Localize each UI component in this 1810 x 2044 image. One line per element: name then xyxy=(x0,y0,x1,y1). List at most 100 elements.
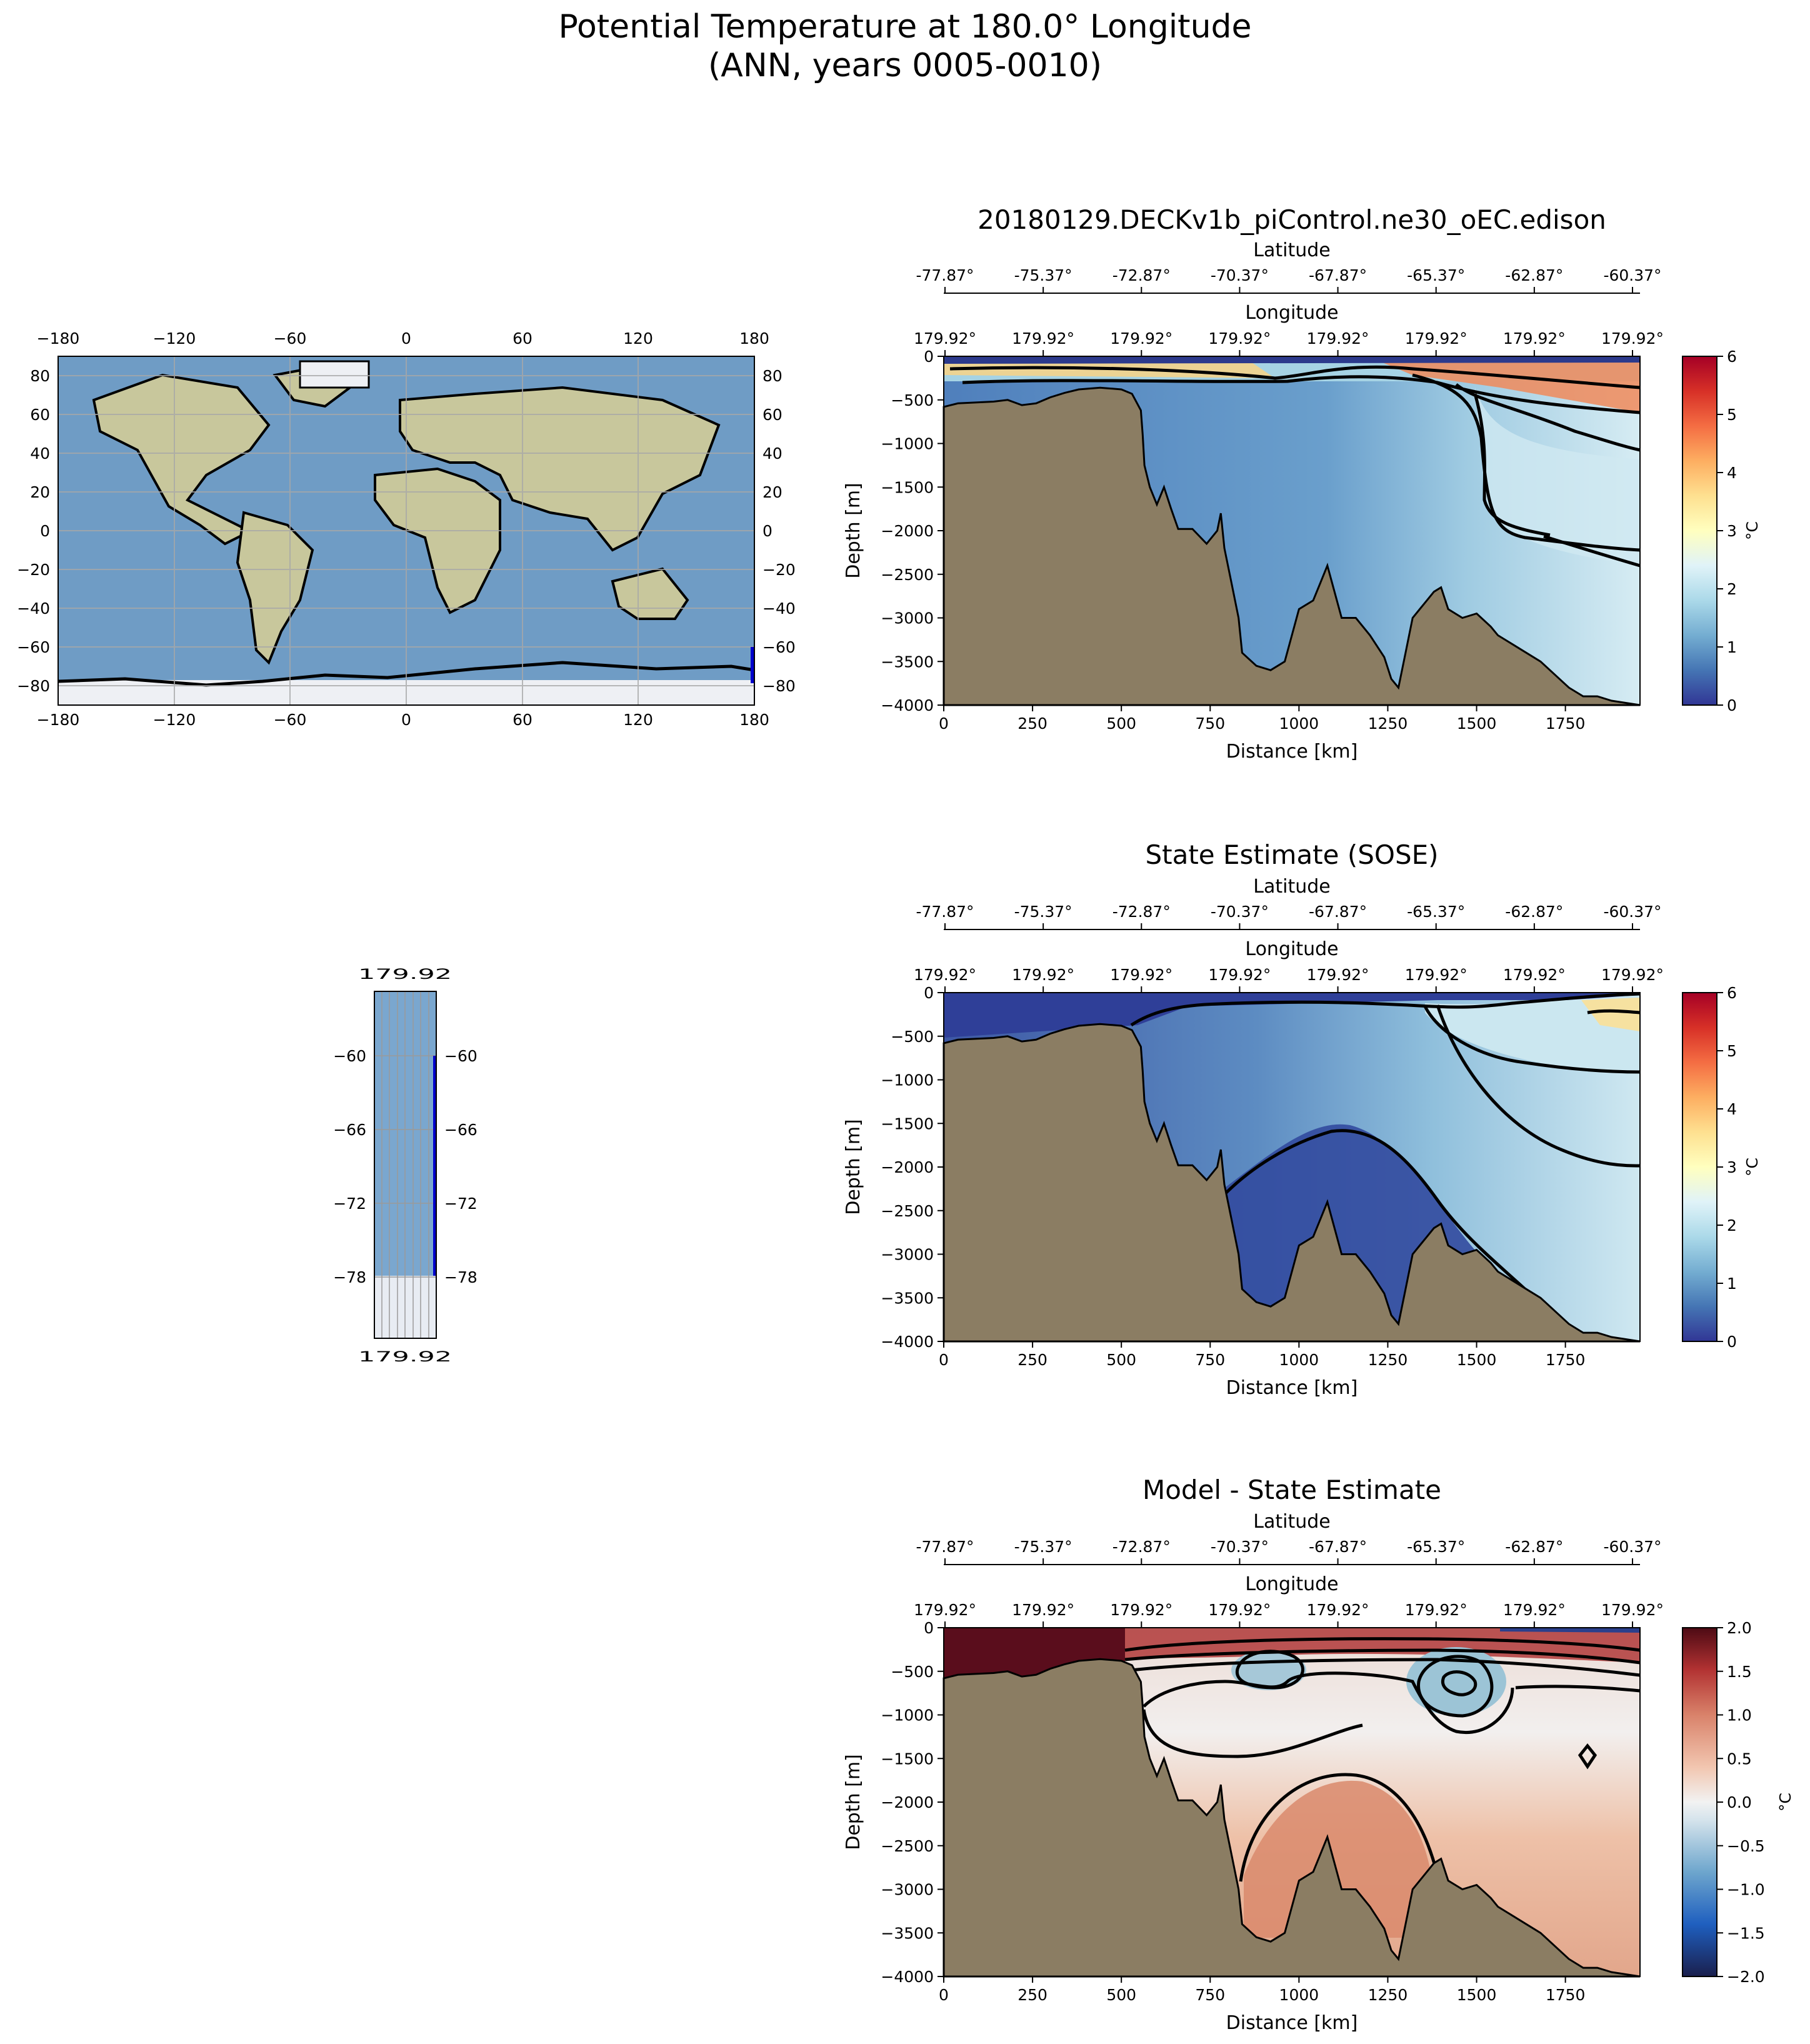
map-lat-ticks-left: 80 60 40 20 0 −20 −40 −60 −80 xyxy=(17,367,50,695)
bathymetry-polygon xyxy=(942,386,1641,706)
longitude-tick-label: 179.92° xyxy=(1405,966,1468,984)
longitude-tick-label: 179.92° xyxy=(1307,329,1369,348)
colorbar-tick-label: 2 xyxy=(1727,580,1737,598)
colorbar-tick-label: −1.5 xyxy=(1727,1924,1765,1942)
colorbar-label: °C xyxy=(1743,1158,1761,1176)
x-tick-label: 1250 xyxy=(1368,1351,1408,1369)
longitude-tick-label: 179.92° xyxy=(1012,966,1074,984)
contour-line xyxy=(1130,992,1641,1027)
y-tick-label: −2500 xyxy=(881,1202,934,1220)
latitude-tick-label: -60.37° xyxy=(1603,903,1661,921)
map-lat-tick: 80 xyxy=(30,367,50,385)
y-ticks: 0 −500 −1000 −1500 −2000 −2500 −3000 −3500 −4000 xyxy=(881,1619,944,1986)
map-lat-tick: 40 xyxy=(30,444,50,463)
contour-line xyxy=(1436,1004,1641,1168)
map-lat-ticks-right: 80 60 40 20 0 −20 −40 −60 −80 xyxy=(762,367,796,695)
latitude-tick-label: -70.37° xyxy=(1211,1538,1269,1556)
latitude-tick-label: -67.87° xyxy=(1309,1538,1367,1556)
y-tick-label: −3000 xyxy=(881,1881,934,1899)
latitude-ticks: -77.87° -75.37° -72.87° -70.37° -67.87° -65.3… xyxy=(916,266,1662,293)
colorbar xyxy=(1682,356,1718,706)
x-tick-label: 0 xyxy=(939,714,949,733)
colorbar-tick-label: 0 xyxy=(1727,696,1737,714)
map-lon-tick: −60 xyxy=(274,711,307,729)
colorbar-tick-label: 1.0 xyxy=(1727,1706,1752,1725)
y-tick-label: −500 xyxy=(891,391,934,409)
latitude-axis-label: Latitude xyxy=(1253,876,1330,898)
colorbar-tick-label: 0.5 xyxy=(1727,1750,1752,1768)
inset-lat-tick: −60 xyxy=(333,1047,366,1065)
contour-line xyxy=(1124,1637,1641,1652)
longitude-tick-label: 179.92° xyxy=(1601,329,1664,348)
colorbar-ticks: 0 1 2 3 4 5 6 xyxy=(1717,984,1737,1351)
x-tick-label: 1500 xyxy=(1457,714,1497,733)
y-ticks: 0 −500 −1000 −1500 −2000 −2500 −3000 −3500 −4000 xyxy=(881,348,944,714)
y-tick-label: −1500 xyxy=(881,1115,934,1133)
y-tick-label: −2000 xyxy=(881,522,934,540)
longitude-tick-label: 179.92° xyxy=(1503,1601,1566,1619)
y-tick-label: −2000 xyxy=(881,1158,934,1176)
contour-line xyxy=(1587,1009,1641,1014)
map-lat-tick: −60 xyxy=(762,638,796,656)
x-axis-label: Distance [km] xyxy=(1226,741,1358,763)
latitude-tick-label: -75.37° xyxy=(1014,266,1072,284)
colorbar-tick-label: 5 xyxy=(1727,406,1737,424)
colorbar-tick-label: 1.5 xyxy=(1727,1663,1752,1681)
y-tick-label: −500 xyxy=(891,1028,934,1046)
map-arctic-ice xyxy=(299,360,370,389)
y-tick-label: −3000 xyxy=(881,609,934,628)
x-tick-label: 0 xyxy=(939,1986,949,2004)
map-lat-tick: −60 xyxy=(17,638,50,656)
map-lon-tick: −120 xyxy=(153,329,196,348)
longitude-tick-label: 179.92° xyxy=(1208,329,1271,348)
colorbar-tick-label: 3 xyxy=(1727,1158,1737,1176)
colorbar-ticks: 0 1 2 3 4 5 6 xyxy=(1717,348,1737,714)
warm-interior-east xyxy=(1475,388,1640,566)
y-tick-label: −1500 xyxy=(881,1750,934,1768)
x-tick-label: 1750 xyxy=(1546,1986,1586,2004)
longitude-tick-label: 179.92° xyxy=(1012,329,1074,348)
panel-title: 20180129.DECKv1b_piControl.ne30_oEC.edis… xyxy=(978,204,1606,235)
map-lon-tick: 60 xyxy=(512,329,532,348)
contour-line xyxy=(1455,383,1641,452)
inset-lon-tick-top: 179.92 xyxy=(358,967,452,983)
map-lon-tick: 0 xyxy=(401,711,411,729)
y-tick-label: −500 xyxy=(891,1663,934,1681)
longitude-tick-label: 179.92° xyxy=(1110,1601,1172,1619)
latitude-tick-label: -70.37° xyxy=(1211,266,1269,284)
latitude-ticks: -77.87° -75.37° -72.87° -70.37° -67.87° -65.3… xyxy=(916,1538,1662,1565)
y-tick-label: −3000 xyxy=(881,1246,934,1264)
y-tick-label: −4000 xyxy=(881,696,934,714)
warm-surface-band-east xyxy=(1375,359,1640,413)
longitude-axis-label: Longitude xyxy=(1245,1573,1338,1595)
map-lon-tick: 60 xyxy=(512,711,532,729)
latitude-tick-label: -77.87° xyxy=(916,266,974,284)
map-lon-ticks-top: −180 −120 −60 0 60 120 180 xyxy=(37,329,769,348)
inset-lat-tick: −60 xyxy=(444,1047,478,1065)
latitude-tick-label: -72.87° xyxy=(1112,266,1171,284)
map-lat-tick: 20 xyxy=(762,483,782,501)
inset-lat-tick: −78 xyxy=(333,1268,366,1286)
latitude-tick-label: -77.87° xyxy=(916,903,974,921)
figure-title-line2: (ANN, years 0005-0010) xyxy=(708,47,1102,84)
map-lon-tick: −180 xyxy=(37,711,80,729)
map-lon-tick: 180 xyxy=(739,329,769,348)
map-lat-tick: 0 xyxy=(762,522,772,540)
y-tick-label: 0 xyxy=(924,984,934,1002)
panel-title: State Estimate (SOSE) xyxy=(1145,839,1438,870)
latitude-tick-label: -62.87° xyxy=(1505,1538,1563,1556)
y-tick-label: −4000 xyxy=(881,1333,934,1351)
bathymetry xyxy=(942,1023,1641,1343)
x-tick-label: 750 xyxy=(1195,1351,1225,1369)
x-tick-label: 0 xyxy=(939,1351,949,1369)
latitude-tick-label: -65.37° xyxy=(1407,903,1465,921)
longitude-tick-label: 179.92° xyxy=(1110,329,1172,348)
x-tick-label: 750 xyxy=(1195,714,1225,733)
longitude-tick-label: 179.92° xyxy=(1307,1601,1369,1619)
longitude-tick-label: 179.92° xyxy=(1012,1601,1074,1619)
latitude-tick-label: -65.37° xyxy=(1407,1538,1465,1556)
contour-line xyxy=(1124,1648,1641,1665)
contour-line xyxy=(1543,534,1641,568)
contour-line xyxy=(1578,1743,1598,1770)
y-tick-label: −2500 xyxy=(881,566,934,584)
